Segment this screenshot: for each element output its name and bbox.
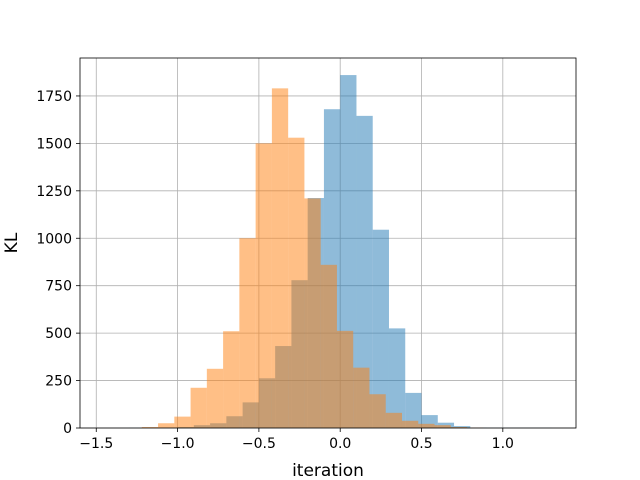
histogram-bar: [158, 423, 175, 428]
histogram-bar: [206, 368, 224, 428]
x-tick-label: −0.5: [242, 436, 276, 452]
y-tick-label: 1500: [36, 136, 72, 152]
histogram-bar: [388, 328, 406, 428]
histogram-bar: [356, 115, 373, 428]
y-tick-label: 1000: [36, 231, 72, 247]
histogram-bar: [405, 392, 422, 428]
histogram-bar: [320, 264, 337, 428]
tick-labels: −1.5 −1.0 −0.5 0.0 0.5 1.0 0 250 500 750 1000 1250 1…: [36, 89, 514, 452]
histogram-bar: [353, 367, 370, 428]
histogram-bar: [418, 423, 435, 428]
x-axis-label: iteration: [292, 461, 364, 480]
histogram-bar: [369, 394, 386, 428]
y-tick-label: 1250: [36, 184, 72, 200]
histogram-bar: [271, 88, 289, 428]
histogram-bar: [141, 427, 159, 428]
x-tick-label: 0.0: [329, 436, 351, 452]
histogram-bar: [174, 416, 191, 428]
histogram-series-2: [141, 88, 484, 428]
y-tick-label: 250: [45, 374, 72, 390]
histogram-bar: [336, 330, 354, 428]
tick-marks: [76, 95, 504, 432]
x-tick-label: 0.5: [410, 436, 432, 452]
axes-frame: [79, 57, 577, 429]
x-tick-label: −1.0: [161, 436, 195, 452]
histogram-bar: [223, 331, 240, 428]
histogram-bar: [304, 198, 321, 428]
y-tick-label: 0: [63, 421, 72, 437]
y-tick-label: 750: [45, 279, 72, 295]
x-tick-label: −1.5: [79, 436, 113, 452]
histogram-bar: [190, 387, 207, 428]
histogram-bar: [401, 420, 419, 428]
histogram-bar: [372, 229, 389, 428]
histogram-bar: [239, 238, 256, 428]
histogram-bar: [288, 137, 305, 428]
histogram-bar: [434, 425, 451, 428]
y-tick-label: 1750: [36, 89, 72, 105]
histogram-bar: [255, 143, 272, 428]
histogram-bar: [385, 412, 402, 428]
histogram-bars: [128, 75, 552, 429]
y-axis-label: KL: [2, 232, 22, 253]
x-tick-label: 1.0: [492, 436, 514, 452]
histogram-bar: [450, 427, 468, 428]
y-tick-label: 500: [45, 326, 72, 342]
